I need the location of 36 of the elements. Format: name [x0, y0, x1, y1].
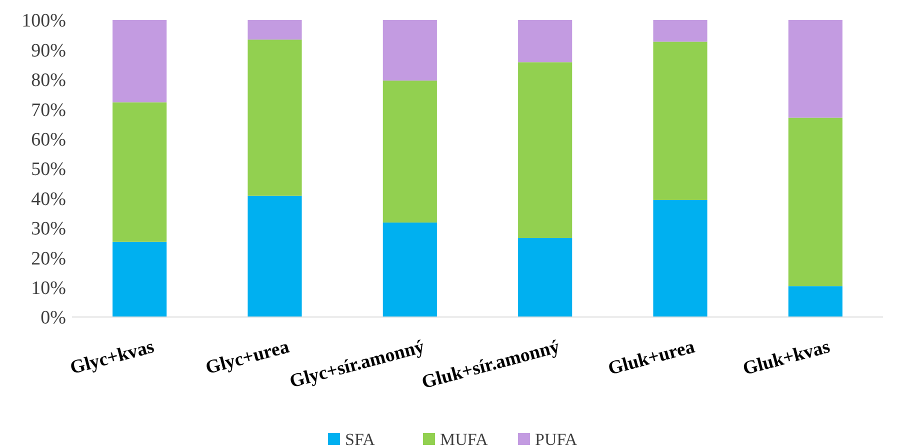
legend-label: MUFA [440, 430, 489, 448]
bar [653, 200, 708, 317]
bar [382, 20, 437, 81]
x-tick-label: Gluk+urea [606, 336, 698, 380]
bar [248, 20, 302, 40]
x-tick-label: Gluk+kvas [740, 336, 832, 380]
bar [518, 238, 572, 317]
bar [248, 40, 302, 196]
bar [518, 62, 572, 238]
y-tick-label: 100% [22, 10, 66, 32]
x-tick-label: Glyc+urea [204, 336, 292, 379]
bar [382, 222, 437, 317]
bar [382, 80, 437, 223]
y-tick-label: 60% [31, 129, 66, 150]
bar [518, 20, 572, 62]
y-tick-label: 0% [40, 308, 66, 329]
y-tick-label: 10% [31, 278, 66, 299]
bar [788, 118, 842, 286]
y-tick-label: 30% [31, 218, 66, 240]
bar [788, 286, 842, 317]
bar [788, 20, 842, 118]
bar [112, 20, 167, 102]
y-tick-label: 40% [31, 188, 66, 210]
legend-label: SFA [345, 430, 376, 448]
legend-label: PUFA [535, 430, 578, 448]
y-tick-label: 50% [31, 159, 66, 180]
y-tick-label: 80% [31, 70, 66, 92]
y-tick-label: 20% [31, 248, 66, 270]
x-tick-label: Glyc+kvas [68, 336, 156, 379]
bar [653, 20, 708, 42]
bar [653, 42, 708, 200]
y-tick-label: 70% [31, 100, 66, 121]
y-tick-label: 90% [31, 40, 66, 62]
bar [248, 196, 302, 317]
bar [112, 242, 167, 317]
bar [112, 102, 167, 242]
